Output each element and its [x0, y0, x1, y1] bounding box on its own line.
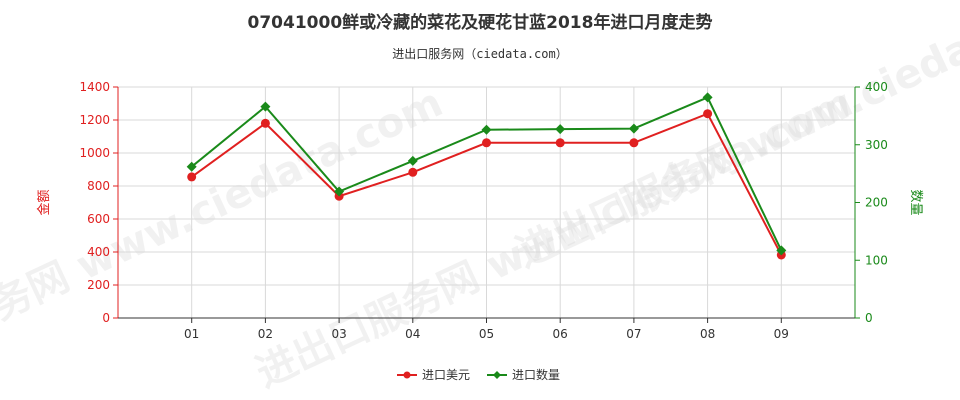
series-2-point — [481, 124, 492, 135]
legend: 进口美元 进口数量 — [397, 367, 560, 382]
tick-labels: 0 200 400 600 800 1000 1200 1400 0 100 200 300 400 01… — [79, 80, 887, 341]
y-axis-left-tick-label: 200 — [87, 278, 110, 292]
x-axis-tick-label: 05 — [479, 327, 494, 341]
series-layer — [186, 92, 787, 260]
y-axis-left-tick-label: 1400 — [79, 80, 110, 94]
series-2-point — [628, 123, 639, 134]
legend-label-1: 进口美元 — [422, 368, 470, 382]
y-axis-left-title: 金额 — [36, 189, 52, 215]
series-2-point — [702, 92, 713, 103]
watermark-text: 进出口服务网 www.ciedata.com — [509, 0, 960, 277]
series-1-point — [703, 109, 713, 119]
legend-marker-2 — [493, 371, 501, 379]
series-1-point — [482, 138, 491, 148]
legend-label-2: 进口数量 — [512, 367, 560, 382]
y-axis-left-tick-label: 400 — [87, 245, 110, 259]
x-axis-tick-label: 01 — [184, 327, 199, 341]
y-axis-left-tick-label: 0 — [102, 311, 110, 325]
series-2-point — [776, 245, 787, 256]
y-axis-right-tick-label: 400 — [865, 80, 888, 94]
series-1-point — [187, 172, 197, 182]
series-2-point — [555, 124, 566, 135]
y-axis-right-tick-label: 300 — [865, 138, 888, 152]
y-axis-right-tick-label: 0 — [865, 311, 873, 325]
x-axis-tick-label: 09 — [774, 327, 789, 341]
series-1-point — [408, 167, 418, 177]
series-2-point — [260, 101, 271, 112]
x-axis-tick-label: 07 — [626, 327, 641, 341]
series-2-point — [407, 155, 418, 166]
series-1-point — [555, 138, 565, 148]
x-axis-tick-label: 02 — [258, 327, 273, 341]
x-axis-tick-label: 04 — [405, 327, 420, 341]
axes — [113, 86, 860, 323]
y-axis-left-tick-label: 1000 — [79, 146, 110, 160]
x-axis-tick-label: 08 — [700, 327, 715, 341]
y-axis-left-tick-label: 600 — [87, 212, 110, 226]
y-axis-right-tick-label: 200 — [865, 196, 888, 210]
y-axis-right-title: 数量 — [908, 189, 923, 215]
y-axis-left-tick-label: 800 — [87, 179, 110, 193]
chart-subtitle: 进出口服务网（ciedata.com） — [392, 46, 567, 61]
legend-marker-1 — [403, 371, 411, 379]
chart-title: 07041000鲜或冷藏的菜花及硬花甘蓝2018年进口月度走势 — [248, 12, 713, 33]
series-1-point — [629, 138, 639, 148]
y-axis-left-tick-label: 1200 — [79, 113, 110, 127]
grid-lines — [118, 86, 855, 318]
watermark-text: 进出口服务网 www.ciedata.com — [0, 80, 450, 397]
x-axis-tick-label: 06 — [553, 327, 568, 341]
series-2-point — [186, 161, 197, 172]
series-1-point — [260, 118, 270, 128]
x-axis-tick-label: 03 — [331, 327, 346, 341]
series-2-point — [334, 186, 345, 197]
y-axis-right-tick-label: 100 — [865, 253, 888, 267]
